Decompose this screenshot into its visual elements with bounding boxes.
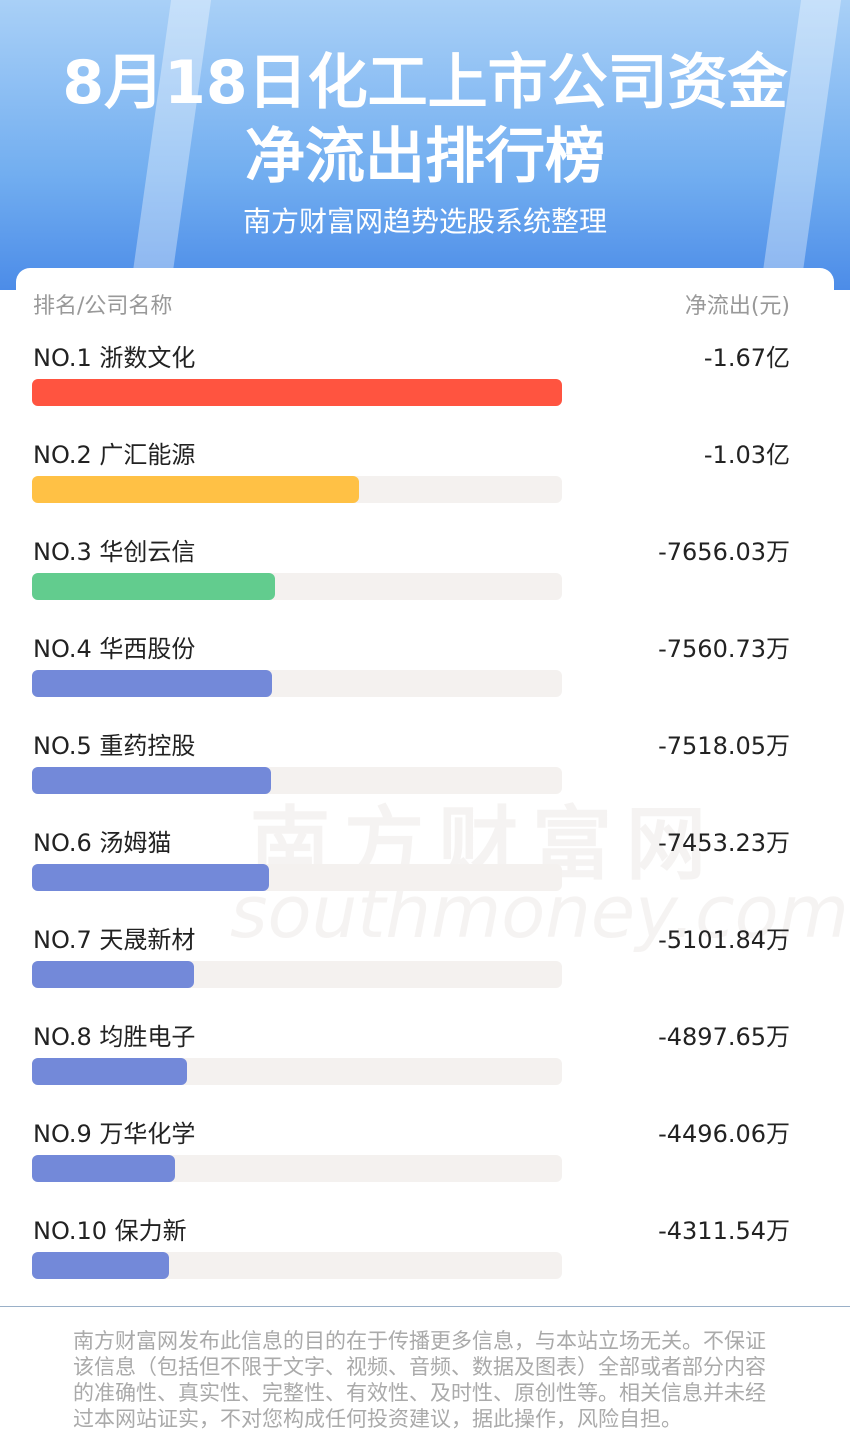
title-line: 8月18日化工上市公司资金 (62, 48, 788, 118)
category-label: NO.8 均胜电子 (33, 1023, 196, 1051)
category-label: NO.2 广汇能源 (33, 441, 196, 469)
bar (32, 476, 359, 503)
value-label: -1.67亿 (703, 344, 790, 372)
bar-track (32, 1058, 562, 1085)
bar-track (32, 476, 562, 503)
bar (32, 767, 271, 794)
value-label: -1.03亿 (703, 441, 790, 469)
header: 8月18日化工上市公司资金 净流出排行榜 南方财富网趋势选股系统整理 (0, 0, 850, 290)
title-line: 净流出排行榜 (245, 122, 605, 192)
bar (32, 573, 275, 600)
category-label: NO.3 华创云信 (33, 538, 196, 566)
category-label: NO.10 保力新 (33, 1217, 187, 1245)
value-label: -7518.05万 (658, 732, 790, 760)
value-label: -7453.23万 (658, 829, 790, 857)
bar-track (32, 379, 562, 406)
value-label: -7656.03万 (658, 538, 790, 566)
column-header: 净流出(元) (684, 294, 790, 319)
value-label: -4897.65万 (658, 1023, 790, 1051)
divider (0, 1306, 850, 1307)
value-label: -5101.84万 (658, 926, 790, 954)
value-label: -4496.06万 (658, 1120, 790, 1148)
category-label: NO.9 万华化学 (33, 1120, 196, 1148)
bar (32, 670, 272, 697)
column-header: 排名/公司名称 (33, 294, 173, 319)
bar-track (32, 864, 562, 891)
bar (32, 1155, 175, 1182)
category-label: NO.4 华西股份 (33, 635, 196, 663)
bar (32, 961, 194, 988)
bar-track (32, 767, 562, 794)
category-label: NO.5 重药控股 (33, 732, 196, 760)
category-label: NO.7 天晟新材 (33, 926, 196, 954)
bar-track (32, 961, 562, 988)
disclaimer: 南方财富网发布此信息的目的在于传播更多信息，与本站立场无关。不保证该信息（包括但… (73, 1329, 766, 1431)
bar-track (32, 1155, 562, 1182)
category-label: NO.6 汤姆猫 (33, 829, 172, 857)
value-label: -4311.54万 (658, 1217, 790, 1245)
bar-track (32, 1252, 562, 1279)
bar (32, 379, 562, 406)
bar (32, 1058, 188, 1085)
bar-track (32, 670, 562, 697)
bar (32, 1252, 169, 1279)
subtitle: 南方财富网趋势选股系统整理 (242, 205, 607, 238)
value-label: -7560.73万 (658, 635, 790, 663)
category-label: NO.1 浙数文化 (33, 344, 196, 372)
bar (32, 864, 269, 891)
bar-track (32, 573, 562, 600)
